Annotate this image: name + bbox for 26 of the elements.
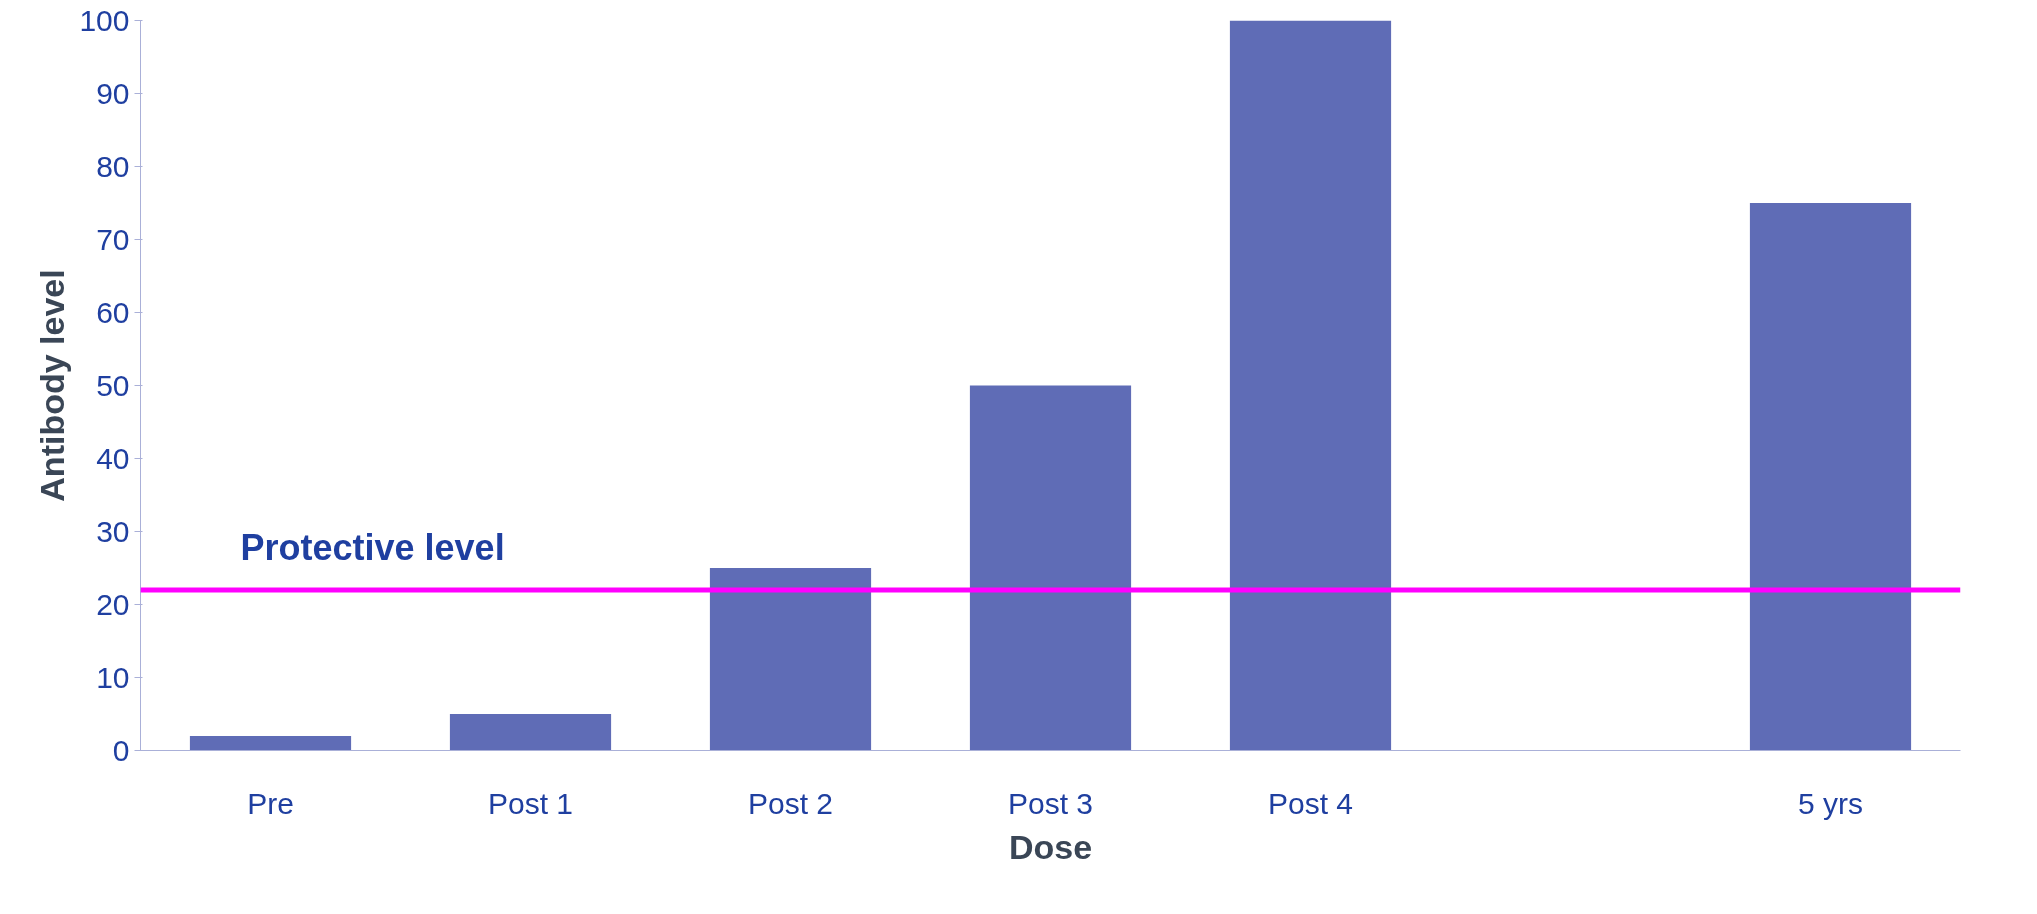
bar <box>969 385 1132 751</box>
y-tick-label: 10 <box>96 660 130 694</box>
x-tick-label: Post 3 <box>1007 786 1094 820</box>
bar <box>189 735 352 751</box>
bar <box>709 568 872 751</box>
y-axis-title: Antibody level <box>33 269 72 502</box>
x-tick-label: 5 yrs <box>1798 786 1864 820</box>
x-axis-title: Dose <box>1008 827 1093 866</box>
x-tick-label: Post 4 <box>1267 786 1354 820</box>
x-tick-label: Post 1 <box>487 786 574 820</box>
x-tick-label: Post 2 <box>747 786 834 820</box>
y-tick-label: 0 <box>112 733 130 767</box>
y-tick-label: 30 <box>96 514 130 548</box>
y-tick-label: 20 <box>96 587 130 621</box>
y-tick-label: 70 <box>96 222 130 256</box>
y-tick-label: 80 <box>96 149 130 183</box>
y-tick-label: 50 <box>96 368 130 402</box>
x-tick-label: Pre <box>247 786 294 820</box>
y-tick-label: 90 <box>96 76 130 110</box>
bar <box>1749 203 1912 751</box>
ref-line-label: Protective level <box>240 527 505 568</box>
bar <box>449 714 612 751</box>
y-tick-label: 40 <box>96 441 130 475</box>
y-tick-label: 100 <box>79 3 130 37</box>
bar <box>1229 20 1392 751</box>
y-tick-label: 60 <box>96 295 130 329</box>
